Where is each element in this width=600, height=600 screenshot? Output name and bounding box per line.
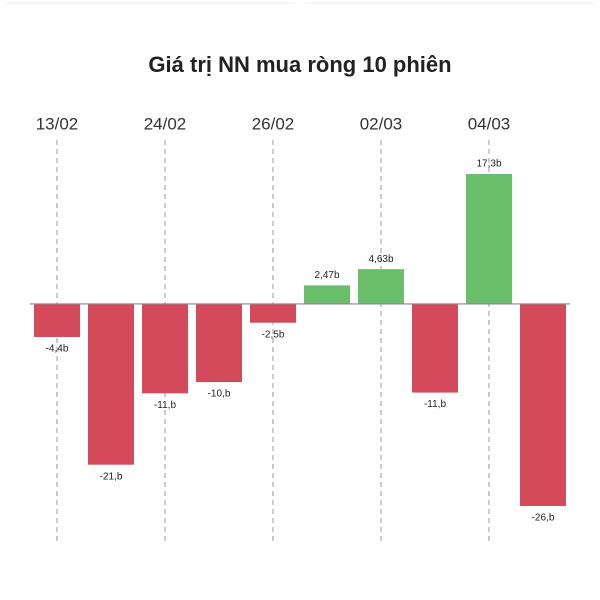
x-tick-label: 02/03 [360,114,403,133]
value-label: -4,4b [46,344,69,355]
value-label: -11,b [154,400,176,411]
bar [304,285,350,304]
x-tick-label: 13/02 [36,114,79,133]
value-label: 4,63b [368,254,393,265]
x-tick-label: 24/02 [144,114,187,133]
chart-title: Giá trị NN mua ròng 10 phiên [148,52,451,77]
value-label: -11,b [424,399,446,410]
value-label: -10,b [208,389,231,400]
value-label: -2,5b [262,329,285,340]
value-label: 17,3b [476,159,501,170]
bar [250,303,296,323]
bar [88,303,134,465]
bar [142,303,188,394]
x-tick-label: 04/03 [468,114,511,133]
value-label: 2,47b [314,270,339,281]
x-tick-label: 26/02 [252,114,295,133]
bar [520,303,566,506]
bar [358,269,404,304]
value-label: -26,b [532,513,555,524]
bar [466,174,512,304]
bar [34,303,80,337]
bar [196,303,242,383]
bar [412,303,458,393]
value-label: -21,b [100,471,123,482]
